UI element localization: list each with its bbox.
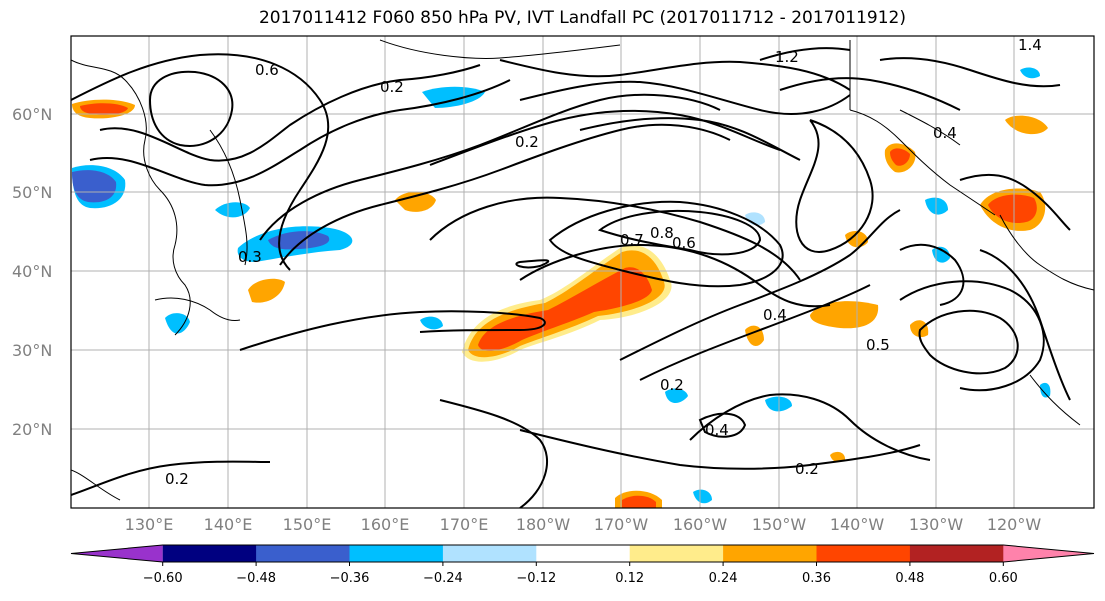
contour-label: 0.8 [650,224,674,242]
colorbar-tick-label: −0.48 [236,571,276,586]
colorbar-segment [909,545,1004,562]
lon-label: 140°E [204,515,253,534]
colorbar-segment [629,545,724,562]
lon-label: 140°W [830,515,885,534]
colorbar-segment [442,545,537,562]
colorbar-tick-label: 0.12 [615,571,644,586]
latitude-labels: 60°N 50°N 40°N 30°N 20°N [12,105,52,439]
lat-label: 60°N [12,105,52,124]
contour-label: 0.2 [380,78,404,96]
map-title: 2017011412 F060 850 hPa PV, IVT Landfall… [258,8,906,28]
lon-label: 130°W [909,515,964,534]
colorbar-tick-label: −0.12 [516,571,556,586]
contour-label: 0.4 [933,124,957,142]
contour-label: 1.2 [775,48,799,66]
lon-label: 170°W [594,515,649,534]
lon-label: 120°W [987,515,1042,534]
lon-label: 160°W [673,515,728,534]
colorbar-segment [256,545,350,562]
map-frame [70,35,1095,509]
contour-label: 0.6 [672,234,696,252]
contour-label: 0.3 [238,248,262,266]
colorbar-segment [349,545,444,562]
colorbar-tick-label: −0.24 [423,571,463,586]
colorbar-extend-low [71,545,163,562]
pv-contours [71,47,1071,508]
contour-label: 0.6 [255,61,279,79]
colorbar-segment [536,545,631,562]
colorbar-extend-high [1003,545,1094,562]
contour-label: 1.4 [1018,36,1042,54]
coastlines [71,39,1094,501]
lat-label: 20°N [12,420,52,439]
colorbar-segment [723,545,817,562]
lon-label: 160°E [361,515,410,534]
lat-label: 30°N [12,341,52,360]
contour-label: 0.2 [165,470,189,488]
contour-label: 0.5 [866,336,890,354]
colorbar-tick-label: 0.60 [989,571,1018,586]
colorbar-tick-label: 0.48 [895,571,924,586]
colorbar-tick-label: −0.36 [330,571,370,586]
contour-label: 0.2 [660,376,684,394]
longitude-labels: 130°E 140°E 150°E 160°E 170°E 180°W 170°… [125,515,1042,534]
lon-label: 130°E [125,515,174,534]
lon-label: 180°W [516,515,571,534]
contour-label: 0.2 [795,460,819,478]
map-area [71,36,1094,508]
contour-labels: 0.2 0.8 0.6 0.4 0.5 0.7 0.2 0.4 0.2 0.2 … [165,36,1042,488]
lon-label: 170°E [440,515,489,534]
contour-label: 0.7 [620,231,644,249]
contour-label: 0.2 [515,133,539,151]
contour-label: 0.4 [763,306,787,324]
colorbar-tick-label: 0.36 [802,571,831,586]
colorbar-segment [162,545,257,562]
contour-label: 0.4 [705,421,729,439]
colorbar-tick-label: −0.60 [143,571,183,586]
lon-label: 150°W [752,515,807,534]
lat-label: 50°N [12,183,52,202]
lat-label: 40°N [12,262,52,281]
lon-label: 150°E [283,515,332,534]
colorbar-tick-label: 0.24 [709,571,738,586]
colorbar: −0.60 −0.48 −0.36 −0.24 −0.12 0.12 0.24 0.36 0.4… [70,544,1095,586]
colorbar-segment [816,545,911,562]
